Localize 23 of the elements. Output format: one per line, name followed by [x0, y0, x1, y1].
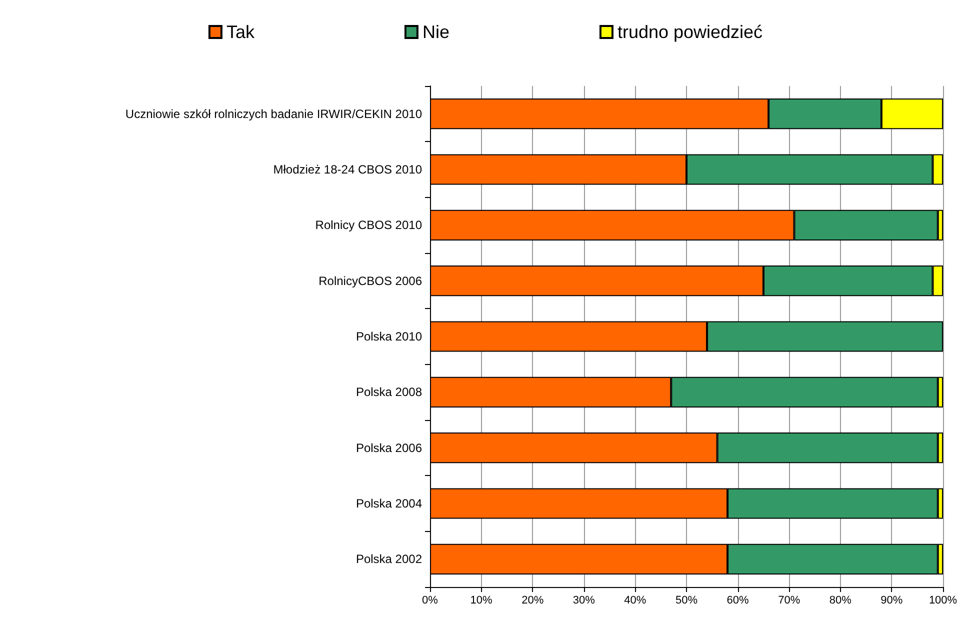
- x-tick-label: 80%: [829, 594, 852, 606]
- y-tick-label: Polska 2004: [356, 496, 422, 510]
- y-tick-label: Polska 2002: [356, 552, 422, 566]
- y-tick-label: Polska 2006: [356, 440, 422, 455]
- x-tick-label: 40%: [624, 594, 646, 606]
- y-tick-label: Uczniowie szkół rolniczych badanie IRWIR/CEKIN 2010: [125, 106, 422, 121]
- x-tick-label: 90%: [880, 594, 903, 606]
- x-tick-label: 50%: [675, 594, 698, 606]
- x-tick-label: 60%: [726, 594, 750, 606]
- x-tick-label: 70%: [778, 594, 800, 606]
- legend-label: Tak: [226, 22, 256, 42]
- y-tick-label: Polska 2008: [356, 385, 422, 400]
- legend-label: trudno powiedzieć: [617, 22, 763, 42]
- x-tick-label: 20%: [522, 594, 544, 606]
- y-tick-label: RolnicyCBOS 2006: [318, 274, 422, 288]
- y-tick-label: Młodzież 18-24 CBOS 2010: [273, 162, 422, 176]
- y-tick-label: Polska 2010: [356, 330, 422, 344]
- x-tick-label: 10%: [470, 594, 493, 606]
- x-tick-label: 100%: [928, 594, 958, 606]
- legend-label: Nie: [422, 22, 450, 42]
- x-tick-label: 0%: [422, 594, 438, 606]
- y-tick-label: Rolnicy CBOS 2010: [315, 218, 422, 232]
- x-tick-label: 30%: [572, 594, 596, 606]
